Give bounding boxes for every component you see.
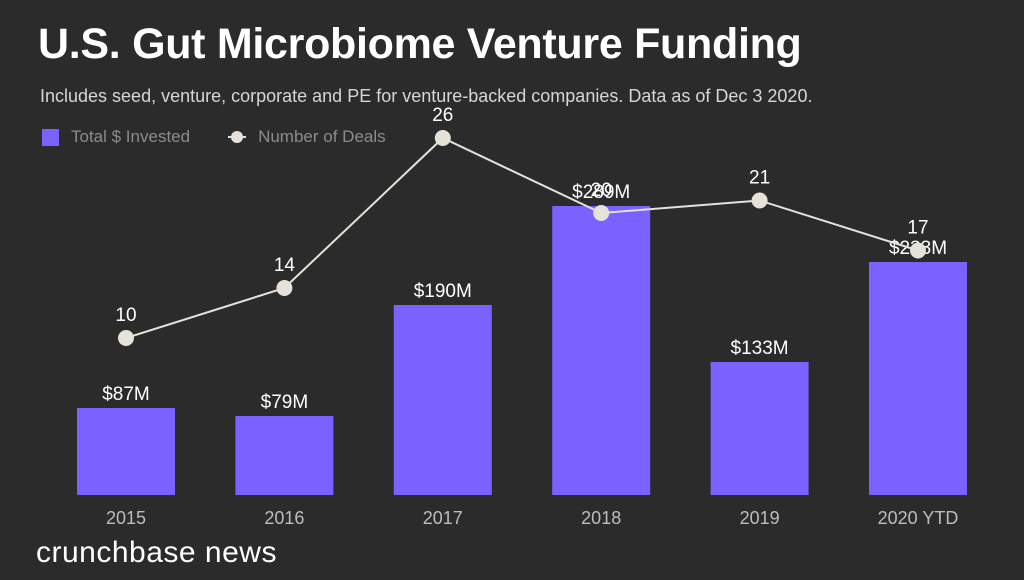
bar-2015 (77, 408, 175, 495)
x-tick-label: 2017 (423, 508, 463, 528)
bar-2020-ytd (869, 262, 967, 495)
legend-item-deals: Number of Deals (228, 127, 386, 147)
deals-point (434, 130, 451, 146)
deals-value-label: 10 (115, 305, 136, 326)
deals-value-label: 20 (591, 180, 612, 201)
deals-point (910, 242, 926, 259)
legend: Total $ Invested Number of Deals (42, 127, 424, 147)
deals-point (118, 330, 134, 346)
bar-value-label: $79M (261, 392, 309, 413)
chart-subtitle: Includes seed, venture, corporate and PE… (40, 86, 813, 106)
x-tick-label: 2018 (581, 508, 621, 528)
legend-swatch-bar (42, 128, 59, 146)
deals-value-label: 17 (907, 218, 928, 239)
deals-point (593, 205, 610, 221)
legend-swatch-line (228, 131, 247, 143)
bar-value-label: $87M (102, 384, 150, 405)
legend-label-invested: Total $ Invested (71, 127, 191, 146)
bar-2017 (393, 305, 492, 495)
x-tick-label: 2016 (264, 508, 304, 528)
x-tick-label: 2020 YTD (878, 508, 959, 528)
bar-value-label: $289M (572, 182, 630, 203)
legend-label-deals: Number of Deals (258, 127, 386, 146)
deals-point (276, 280, 293, 296)
x-tick-label: 2019 (740, 508, 780, 528)
deals-point (751, 192, 768, 209)
bar-2018 (552, 206, 651, 495)
x-tick-label: 2015 (106, 508, 146, 528)
deals-line (125, 136, 919, 339)
chart-title: U.S. Gut Microbiome Venture Funding (38, 20, 802, 68)
legend-item-invested: Total $ Invested (42, 127, 190, 147)
bar-2016 (235, 416, 334, 495)
deals-value-label: 14 (274, 255, 296, 276)
bar-2019 (710, 362, 809, 495)
bar-value-label: $133M (731, 338, 789, 359)
deals-value-label: 26 (432, 105, 453, 126)
bar-value-label: $190M (414, 281, 472, 302)
deals-value-label: 21 (749, 168, 770, 189)
brand-logo: crunchbase news (36, 536, 277, 569)
